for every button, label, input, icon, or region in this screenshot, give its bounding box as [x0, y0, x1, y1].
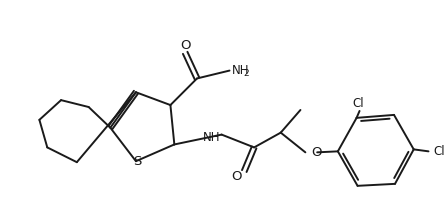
Text: 2: 2: [243, 69, 249, 78]
Text: NH: NH: [203, 131, 221, 144]
Text: S: S: [133, 155, 141, 168]
Text: NH: NH: [231, 64, 249, 77]
Text: O: O: [180, 39, 190, 53]
Text: Cl: Cl: [353, 97, 364, 110]
Text: O: O: [311, 146, 322, 159]
Text: O: O: [231, 171, 242, 183]
Text: Cl: Cl: [433, 145, 445, 158]
